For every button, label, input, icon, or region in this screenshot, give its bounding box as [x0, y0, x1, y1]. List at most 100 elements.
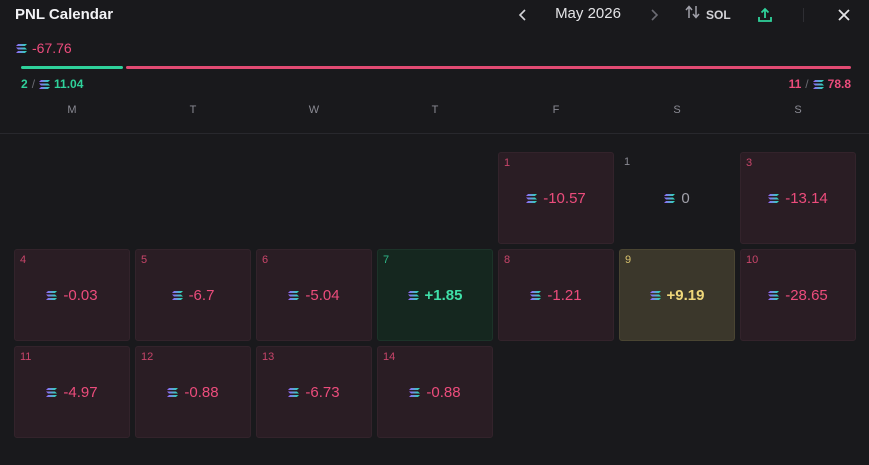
solana-icon	[46, 388, 57, 397]
weekday-label: M	[67, 104, 77, 116]
total-pnl: -67.76	[16, 40, 72, 56]
day-pnl: -0.03	[15, 250, 129, 340]
day-cell[interactable]: 3 -13.14	[740, 152, 856, 244]
day-pnl-value: -10.57	[543, 189, 586, 207]
day-cell[interactable]: 10 -28.65	[740, 249, 856, 341]
day-pnl: +1.85	[378, 250, 492, 340]
solana-icon	[526, 194, 537, 203]
day-cell[interactable]: 6 -5.04	[256, 249, 372, 341]
empty-cell	[256, 152, 372, 244]
day-number: 3	[746, 157, 753, 169]
day-cell[interactable]: 7 +1.85	[377, 249, 493, 341]
day-pnl: -28.65	[741, 250, 855, 340]
page-title: PNL Calendar	[15, 6, 114, 23]
solana-icon	[813, 80, 824, 89]
day-cell[interactable]: 11 -4.97	[14, 346, 130, 438]
day-number: 12	[141, 351, 154, 363]
win-ratio-bar	[21, 66, 123, 69]
day-cell[interactable]: 5 -6.7	[135, 249, 251, 341]
weekday-label: T	[431, 104, 439, 116]
solana-icon	[530, 291, 541, 300]
day-pnl-value: -0.88	[426, 383, 461, 401]
day-pnl-value: +1.85	[424, 286, 463, 304]
day-number: 6	[262, 254, 269, 266]
solana-icon	[408, 291, 419, 300]
day-number: 11	[20, 351, 32, 363]
day-pnl-value: +9.19	[666, 286, 705, 304]
weekday-label: F	[552, 104, 560, 116]
day-pnl-value: -6.73	[305, 383, 340, 401]
day-cell[interactable]: 4 -0.03	[14, 249, 130, 341]
weekday-label: S	[794, 104, 802, 116]
current-month: May 2026	[555, 5, 621, 22]
solana-icon	[664, 194, 675, 203]
day-pnl: -0.88	[378, 347, 492, 437]
day-pnl: -4.97	[15, 347, 129, 437]
header-divider	[803, 8, 804, 22]
day-pnl-value: -0.03	[63, 286, 98, 304]
currency-toggle[interactable]: SOL	[684, 5, 731, 24]
day-number: 9	[625, 254, 632, 266]
day-cell[interactable]: 9 +9.19	[619, 249, 735, 341]
day-number: 8	[504, 254, 511, 266]
loss-count: 11	[788, 77, 802, 91]
day-pnl: -6.7	[136, 250, 250, 340]
day-pnl: +9.19	[620, 250, 734, 340]
empty-cell	[14, 152, 130, 244]
day-number: 14	[383, 351, 396, 363]
solana-icon	[768, 291, 779, 300]
day-pnl-value: -0.88	[184, 383, 219, 401]
loss-stat: 11 / 78.8	[789, 77, 851, 91]
day-pnl: -6.73	[257, 347, 371, 437]
loss-separator: /	[805, 77, 809, 91]
day-number: 10	[746, 254, 759, 266]
solana-icon	[16, 44, 27, 53]
day-pnl: -10.57	[499, 153, 613, 243]
day-number: 1	[504, 157, 511, 169]
day-pnl-value: -28.65	[785, 286, 828, 304]
solana-icon	[167, 388, 178, 397]
day-cell[interactable]: 1 -10.57	[498, 152, 614, 244]
sort-arrows-icon	[684, 5, 702, 24]
win-stat: 2 / 11.04	[21, 77, 83, 91]
day-pnl-value: -6.7	[188, 286, 215, 304]
day-pnl-value: -1.21	[547, 286, 582, 304]
day-pnl: -13.14	[741, 153, 855, 243]
solana-icon	[39, 80, 50, 89]
day-pnl: 0	[619, 152, 735, 244]
day-pnl-value: -5.04	[305, 286, 340, 304]
day-number: 13	[262, 351, 275, 363]
total-pnl-value: -67.76	[32, 40, 72, 56]
day-pnl: -5.04	[257, 250, 371, 340]
weekday-label: W	[308, 104, 320, 116]
day-number: 1	[624, 156, 631, 168]
solana-icon	[46, 291, 57, 300]
close-icon[interactable]	[833, 4, 855, 26]
chevron-right-icon[interactable]	[643, 4, 665, 26]
day-pnl: -0.88	[136, 347, 250, 437]
day-pnl-value: -13.14	[785, 189, 828, 207]
solana-icon	[409, 388, 420, 397]
weekday-label: T	[189, 104, 197, 116]
day-cell[interactable]: 13 -6.73	[256, 346, 372, 438]
solana-icon	[650, 291, 661, 300]
currency-label: SOL	[706, 7, 731, 22]
win-separator: /	[31, 77, 36, 91]
day-cell[interactable]: 8 -1.21	[498, 249, 614, 341]
day-pnl-value: -4.97	[63, 383, 98, 401]
header: PNL Calendar May 2026 SOL	[0, 0, 869, 32]
solana-icon	[172, 291, 183, 300]
chevron-left-icon[interactable]	[512, 4, 534, 26]
upload-icon[interactable]	[754, 4, 776, 26]
day-cell[interactable]: 12 -0.88	[135, 346, 251, 438]
header-separator	[0, 133, 869, 134]
day-number: 7	[383, 254, 390, 266]
weekday-header: M T W T F S S	[14, 104, 857, 116]
day-pnl-value: 0	[681, 189, 690, 207]
empty-cell	[377, 152, 493, 244]
day-cell[interactable]: 14 -0.88	[377, 346, 493, 438]
calendar-grid: 1 -10.57 1 0 3 -13.14 4 -0.03 5 -6.7 6 -5.04 7 +1.85 8…	[14, 152, 856, 438]
loss-ratio-bar	[126, 66, 851, 69]
solana-icon	[768, 194, 779, 203]
